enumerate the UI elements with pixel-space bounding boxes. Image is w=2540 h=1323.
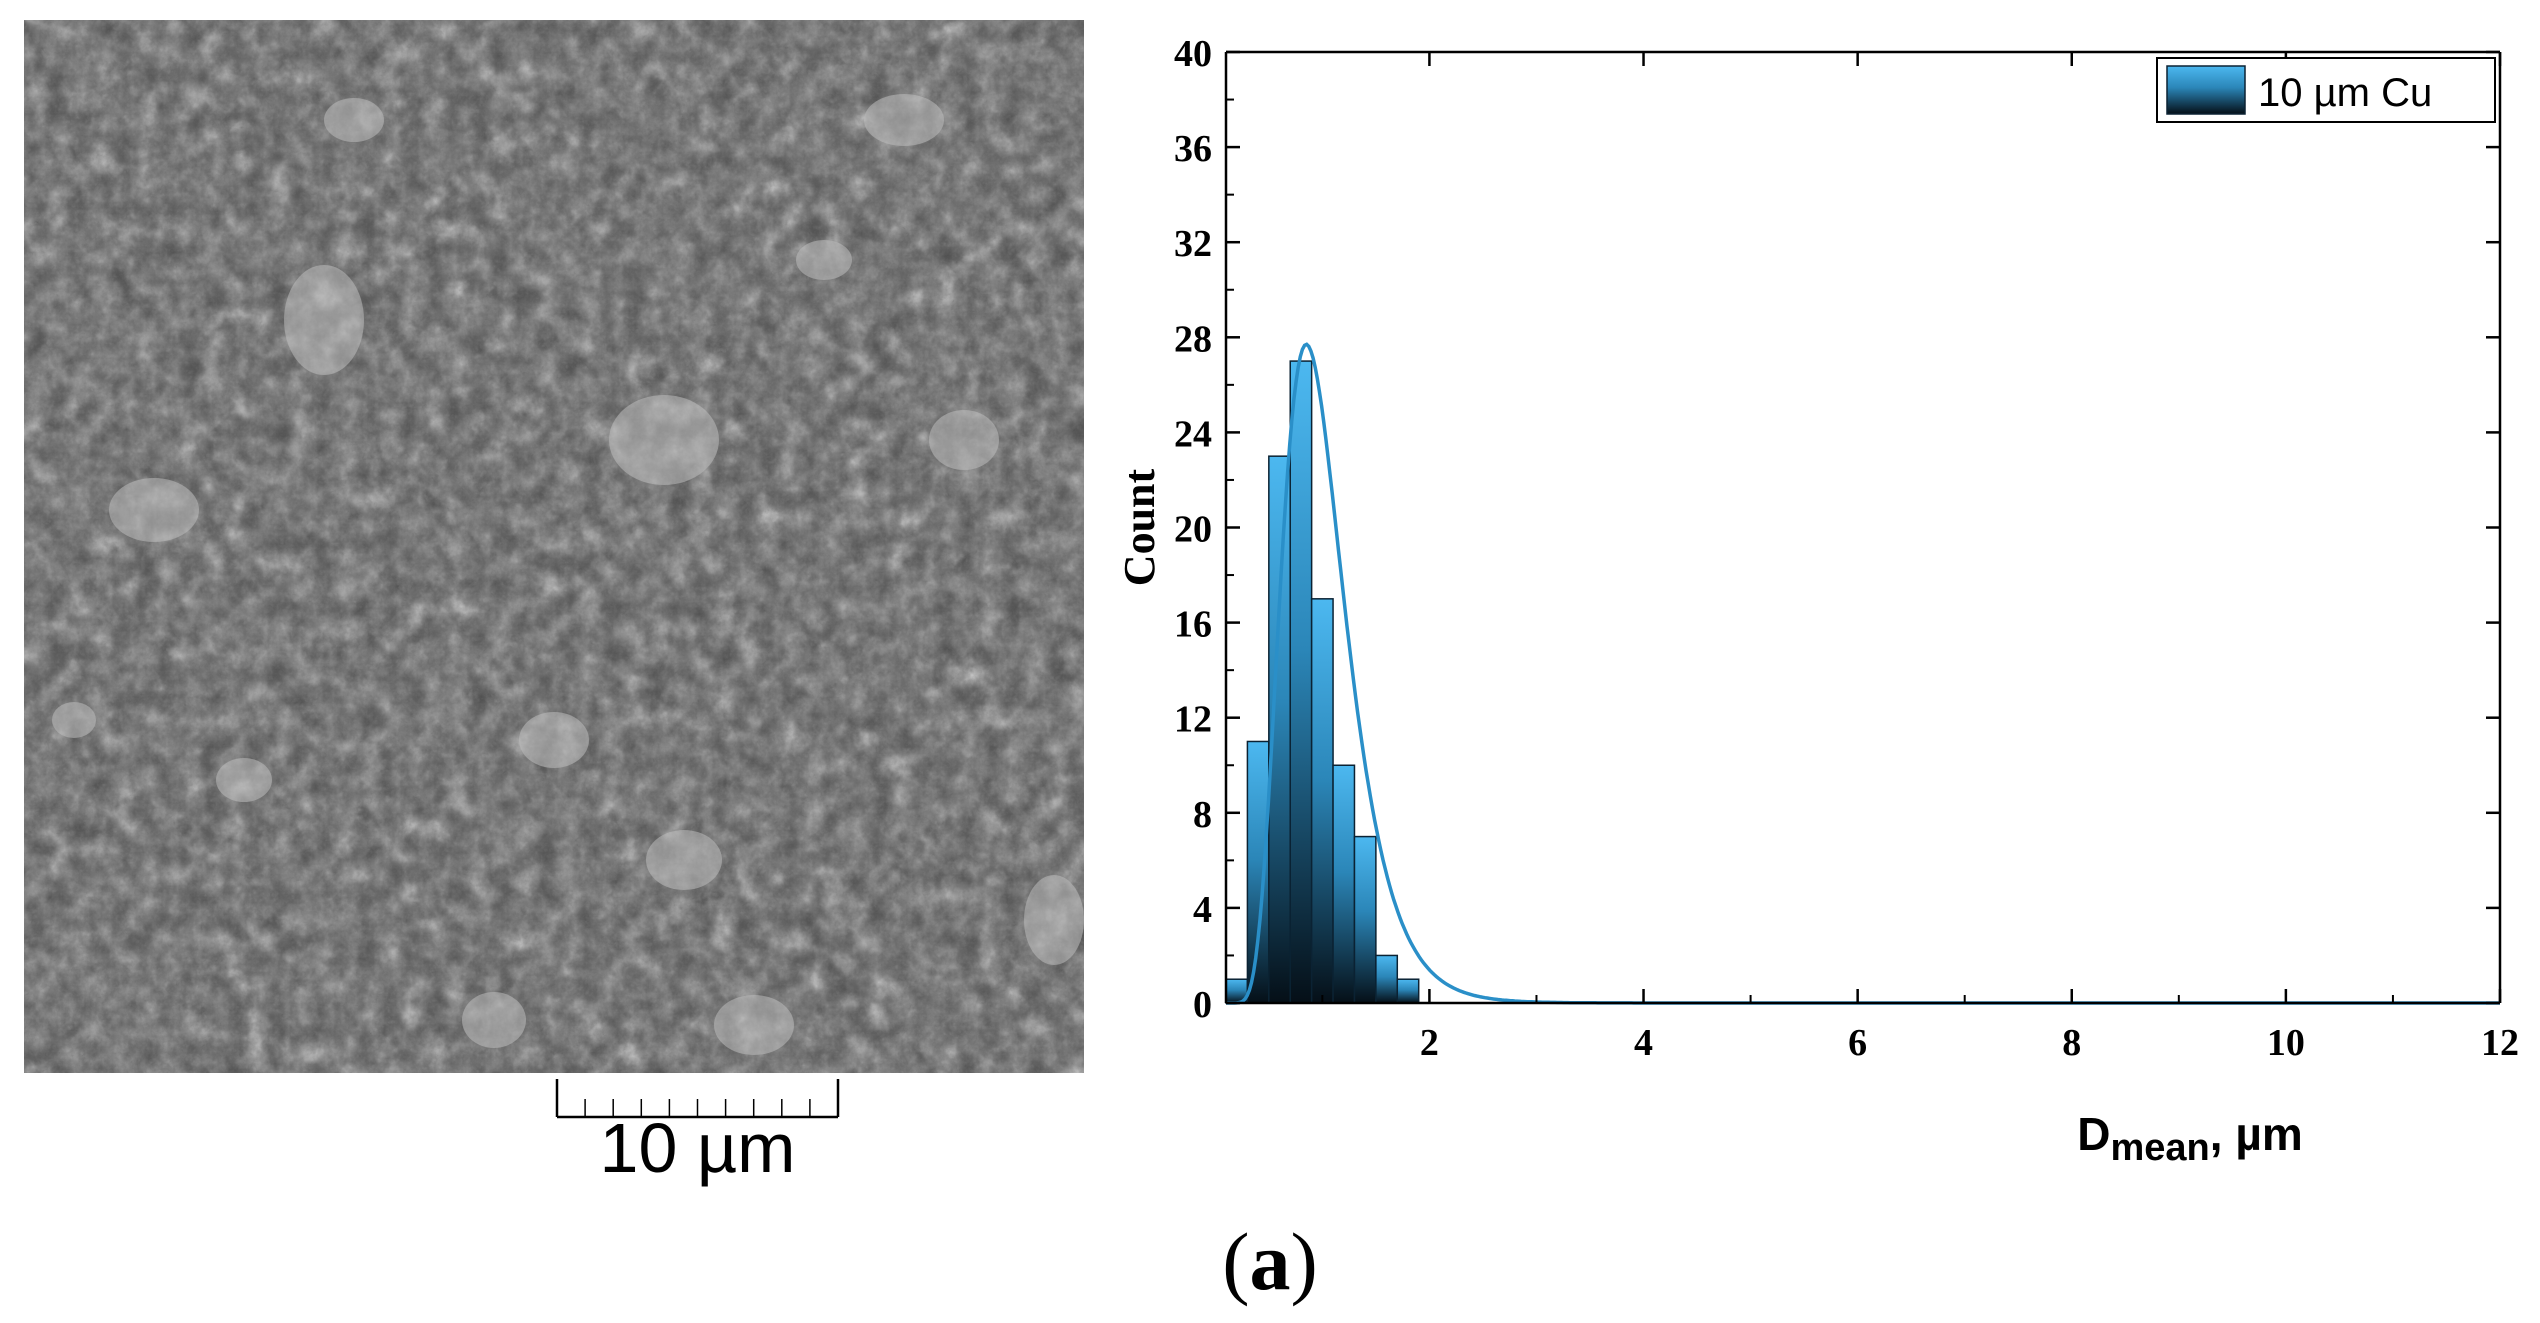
histogram-bar xyxy=(1289,360,1313,1004)
histogram-bar xyxy=(1246,740,1270,1004)
y-tick-label: 8 xyxy=(1193,794,1212,836)
scale-bar xyxy=(555,1079,840,1119)
y-axis-label: Count xyxy=(1115,468,1164,586)
x-tick-label: 10 xyxy=(2267,1022,2305,1064)
y-tick-label: 0 xyxy=(1193,984,1212,1026)
y-tick-label: 40 xyxy=(1174,33,1212,75)
histogram-bar xyxy=(1396,978,1420,1004)
fit-curve xyxy=(1226,342,2500,1005)
histogram-bar xyxy=(1332,764,1356,1004)
legend-label: 10 µm Cu xyxy=(2258,71,2432,115)
y-tick-label: 36 xyxy=(1174,128,1212,170)
sem-micrograph xyxy=(24,20,1084,1073)
y-tick-label: 4 xyxy=(1193,889,1212,931)
scale-bar-label: 10 µm xyxy=(599,1109,796,1187)
panel-label-close: ) xyxy=(1290,1216,1318,1307)
x-axis-label-suffix: , µm xyxy=(2210,1108,2303,1160)
x-axis-label-main: D xyxy=(2077,1108,2110,1160)
panel-label-letter: a xyxy=(1249,1216,1291,1307)
histogram-bar xyxy=(1310,598,1334,1004)
y-tick-label: 16 xyxy=(1174,604,1212,646)
x-axis-label: Dmean, µm xyxy=(2077,1108,2302,1169)
legend-swatch xyxy=(2166,65,2246,115)
y-tick-label: 28 xyxy=(1174,318,1212,360)
x-tick-label: 8 xyxy=(2062,1022,2081,1064)
legend: 10 µm Cu xyxy=(2156,57,2496,123)
histogram-bar xyxy=(1353,835,1377,1004)
x-tick-label: 2 xyxy=(1420,1022,1439,1064)
histogram-bar xyxy=(1375,954,1399,1004)
x-tick-label: 12 xyxy=(2481,1022,2519,1064)
x-tick-label: 6 xyxy=(1848,1022,1867,1064)
panel-label: (a) xyxy=(0,1215,2540,1309)
y-tick-label: 12 xyxy=(1174,699,1212,741)
y-tick-label: 32 xyxy=(1174,223,1212,265)
y-tick-label: 20 xyxy=(1174,509,1212,551)
x-axis-label-sub: mean xyxy=(2110,1127,2209,1169)
y-tick-label: 24 xyxy=(1174,413,1212,455)
panel-label-open: ( xyxy=(1222,1216,1250,1307)
x-tick-label: 4 xyxy=(1634,1022,1653,1064)
